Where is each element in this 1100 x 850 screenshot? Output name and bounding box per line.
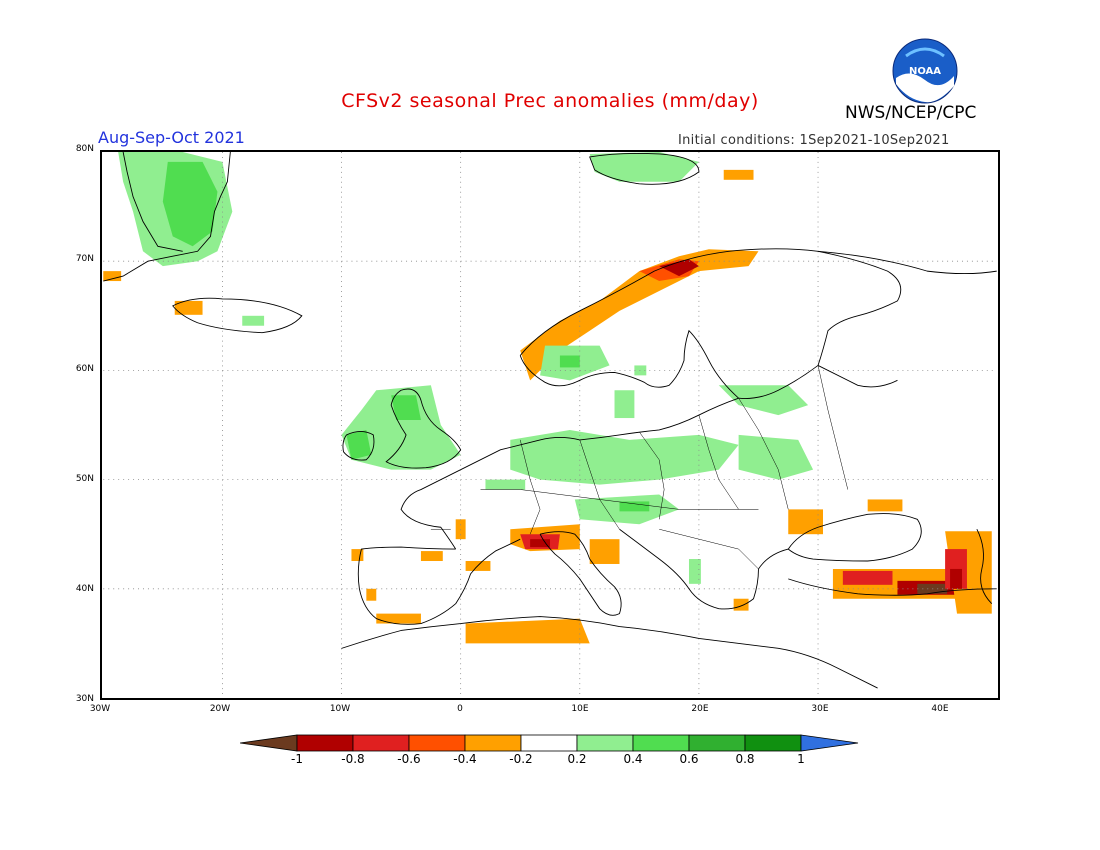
lon-label-10w: 10W <box>329 704 351 714</box>
noaa-logo: NOAA <box>892 38 958 104</box>
agency-label: NWS/NCEP/CPC <box>845 103 977 123</box>
colorbar-arrow-high <box>800 734 859 752</box>
colorbar-cell <box>464 734 522 752</box>
colorbar-label: -0.4 <box>453 752 477 766</box>
lon-label-10e: 10E <box>571 704 589 714</box>
colorbar-label: 0.2 <box>567 752 587 766</box>
colorbar-label: -0.8 <box>341 752 365 766</box>
lat-label-60n: 60N <box>75 364 94 374</box>
colorbar-label: -0.2 <box>509 752 533 766</box>
graticule <box>103 152 997 698</box>
lon-label-20e: 20E <box>691 704 709 714</box>
lon-label-30w: 30W <box>89 704 111 714</box>
colorbar-arrow-low <box>240 734 298 752</box>
colorbar-label: 0.4 <box>623 752 643 766</box>
lon-label-20w: 20W <box>209 704 231 714</box>
lat-label-80n: 80N <box>75 144 94 154</box>
colorbar-label: -1 <box>291 752 303 766</box>
colorbar-cell <box>296 734 354 752</box>
lon-label-0: 0 <box>457 704 463 714</box>
precip-anomaly-map <box>100 150 1000 700</box>
colorbar-cell <box>688 734 746 752</box>
colorbar-cell <box>744 734 802 752</box>
colorbar-label: 0.8 <box>735 752 755 766</box>
colorbar-cell <box>576 734 634 752</box>
season-label: Aug-Sep-Oct 2021 <box>98 128 245 147</box>
coastlines <box>103 152 997 689</box>
colorbar-label: -0.6 <box>397 752 421 766</box>
anomaly-patches <box>103 152 992 644</box>
colorbar-label: 1 <box>797 752 805 766</box>
map-title: CFSv2 seasonal Prec anomalies (mm/day) <box>341 90 759 112</box>
country-borders <box>430 365 849 570</box>
colorbar <box>240 734 859 752</box>
initial-conditions-label: Initial conditions: 1Sep2021-10Sep2021 <box>678 133 950 148</box>
lon-label-30e: 30E <box>811 704 829 714</box>
lat-label-50n: 50N <box>75 474 94 484</box>
lat-label-30n: 30N <box>75 694 94 704</box>
colorbar-label: 0.6 <box>679 752 699 766</box>
colorbar-cell <box>408 734 466 752</box>
colorbar-cell <box>520 734 578 752</box>
svg-text:NOAA: NOAA <box>909 66 941 77</box>
lat-label-70n: 70N <box>75 254 94 264</box>
lon-label-40e: 40E <box>931 704 949 714</box>
colorbar-cell <box>352 734 410 752</box>
colorbar-cell <box>632 734 690 752</box>
lat-label-40n: 40N <box>75 584 94 594</box>
